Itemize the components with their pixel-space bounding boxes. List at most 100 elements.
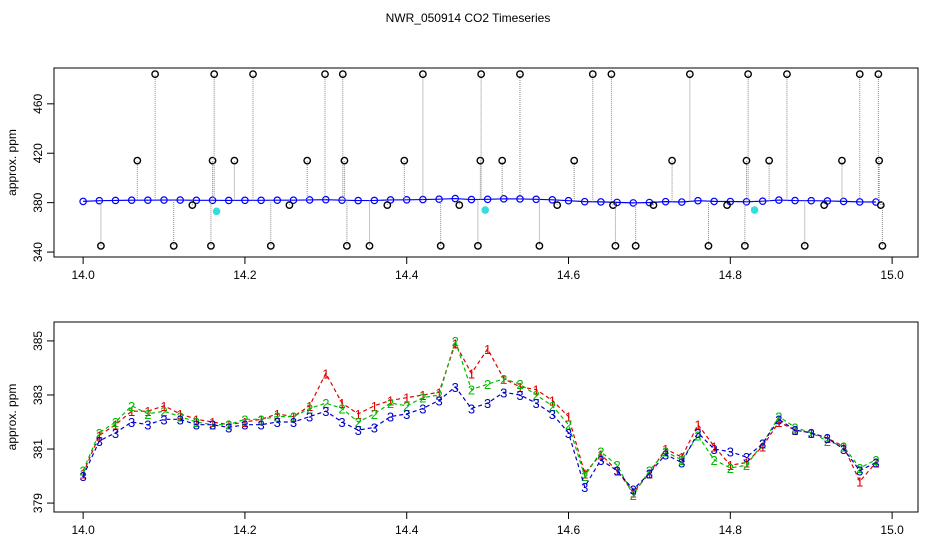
point-marker: 2: [630, 488, 637, 503]
point: [677, 198, 686, 206]
spike-point: [476, 156, 485, 165]
chart-title: NWR_050914 CO2 Timeseries: [386, 11, 551, 25]
point-marker: 1: [241, 415, 248, 430]
point-marker: 2: [193, 415, 200, 430]
y-tick-label: 379: [31, 493, 45, 513]
spike-point: [230, 156, 239, 165]
point-marker: 2: [306, 401, 313, 416]
point: [451, 194, 460, 203]
point-marker: 1: [743, 456, 750, 471]
point-marker: 3: [743, 450, 750, 465]
point-marker: 1: [355, 407, 362, 422]
x-tick-label: 14.2: [233, 523, 257, 537]
y-axis-label: approx. ppm: [5, 129, 19, 196]
spike-point: [631, 241, 640, 250]
point-marker: 2: [80, 464, 87, 479]
spike-point: [188, 201, 197, 210]
point-marker: 1: [840, 439, 847, 454]
point-marker: 2: [435, 388, 442, 403]
point-marker: 1: [128, 404, 135, 419]
point-marker: 3: [112, 426, 119, 441]
point-marker: 2: [662, 445, 669, 460]
point-marker: 3: [791, 423, 798, 438]
spike-point: [455, 201, 464, 210]
point-marker: 3: [856, 464, 863, 479]
plot-frame: [53, 321, 919, 513]
point-marker: 3: [452, 380, 459, 395]
point-marker: 1: [581, 466, 588, 481]
spike-point: [570, 156, 579, 165]
point-marker: 2: [355, 415, 362, 430]
x-tick-label: 14.4: [395, 268, 419, 282]
point: [481, 206, 489, 214]
point-marker: 3: [257, 418, 264, 433]
point: [483, 195, 492, 204]
spike-point: [249, 70, 257, 79]
point-marker: 2: [727, 461, 734, 476]
point-marker: 3: [500, 385, 507, 400]
point-marker: 3: [225, 420, 232, 435]
point: [661, 197, 670, 206]
point-marker: 1: [694, 418, 701, 433]
point-marker: 3: [840, 442, 847, 457]
point-marker: 3: [290, 415, 297, 430]
x-tick-label: 15.0: [880, 523, 904, 537]
point-marker: 1: [290, 410, 297, 425]
point-marker: 2: [549, 399, 556, 414]
y-tick-label: 383: [31, 385, 45, 405]
point-marker: 3: [824, 431, 831, 446]
point-marker: 1: [452, 337, 459, 352]
point-marker: 1: [775, 415, 782, 430]
y-tick-label: 381: [31, 439, 45, 459]
point: [176, 196, 185, 204]
x-tick-label: 15.0: [880, 268, 904, 282]
point-marker: 2: [500, 372, 507, 387]
point-marker: 3: [775, 412, 782, 427]
spike-point: [685, 70, 694, 79]
x-tick-label: 14.6: [557, 268, 581, 282]
x-tick-label: 14.8: [719, 523, 743, 537]
point-marker: 2: [225, 418, 232, 433]
point-marker: 1: [808, 426, 815, 441]
point-marker: 3: [678, 456, 685, 471]
point: [127, 196, 136, 204]
point-marker: 1: [387, 393, 394, 408]
point-marker: 2: [274, 410, 281, 425]
point-marker: 1: [516, 380, 523, 395]
point-marker: 2: [646, 464, 653, 479]
point-marker: 2: [484, 377, 491, 392]
spike-point: [474, 241, 482, 250]
point-marker: 1: [274, 407, 281, 422]
point: [257, 196, 265, 205]
spike-point: [607, 70, 616, 79]
point-marker: 1: [371, 399, 378, 414]
spike-point: [668, 156, 676, 165]
point-marker: 2: [808, 426, 815, 441]
point-marker: 3: [662, 447, 669, 462]
point-marker: 3: [435, 393, 442, 408]
point: [855, 198, 864, 206]
spike-point: [783, 70, 791, 79]
spike-point: [609, 201, 617, 210]
spike-point: [498, 156, 507, 165]
spike-point: [553, 201, 562, 210]
point-marker: 2: [581, 469, 588, 484]
point-marker: 2: [371, 407, 378, 422]
point: [564, 196, 573, 205]
point: [580, 197, 589, 206]
point: [160, 196, 168, 204]
point: [370, 196, 379, 205]
spike-point: [303, 156, 312, 165]
point-marker: 2: [112, 415, 119, 430]
series-line: [82, 385, 877, 491]
plot-area: [79, 70, 887, 250]
point-marker: 2: [338, 401, 345, 416]
point-marker: 3: [484, 396, 491, 411]
point-marker: 3: [338, 415, 345, 430]
point: [597, 198, 605, 206]
point: [750, 206, 759, 214]
point-marker: 3: [160, 412, 167, 427]
